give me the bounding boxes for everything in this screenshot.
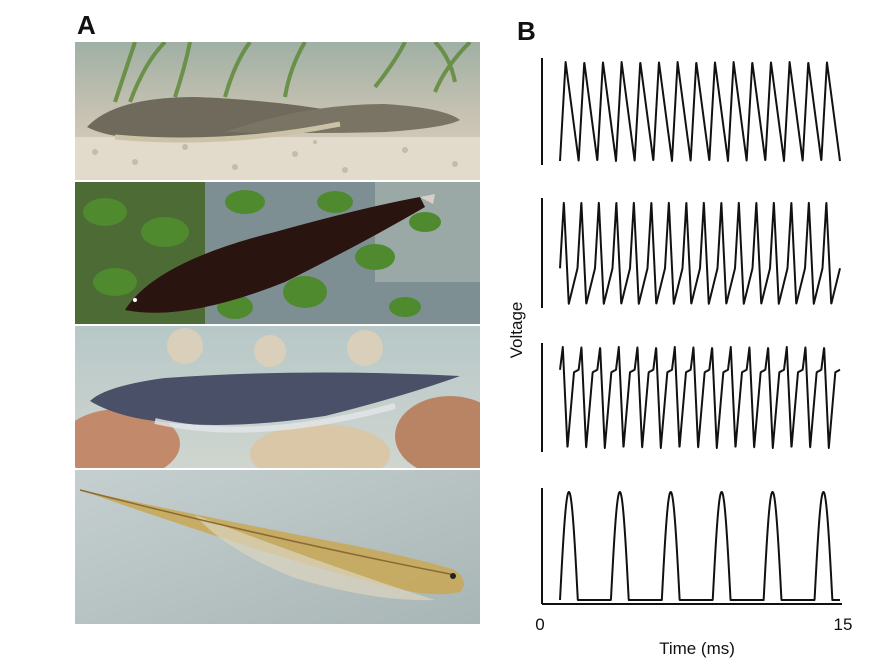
y-axis-title: Voltage (507, 302, 526, 359)
eod-trace-1 (559, 61, 841, 162)
x-tick-label: 15 (834, 615, 853, 634)
panel-b-label: B (517, 16, 536, 46)
x-axis-title: Time (ms) (659, 639, 735, 658)
fish-photo-2 (75, 182, 480, 324)
eod-trace-3 (559, 346, 841, 449)
eod-trace-2 (559, 201, 841, 305)
x-tick-label: 0 (535, 615, 544, 634)
fish-photo-4 (75, 470, 480, 624)
panel-a-label: A (77, 10, 96, 40)
fish-photo-3 (75, 326, 480, 468)
fish-photo-1 (75, 42, 480, 180)
eod-trace-4 (559, 491, 841, 601)
